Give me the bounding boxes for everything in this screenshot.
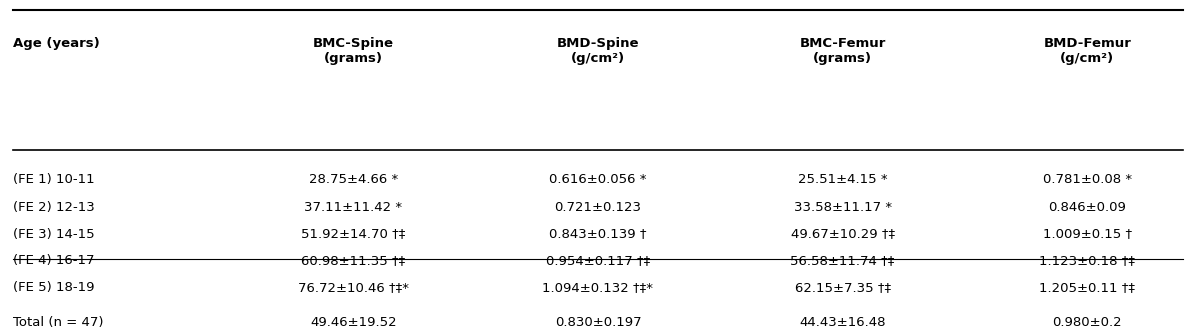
Text: 0.954±0.117 †‡: 0.954±0.117 †‡ <box>545 254 651 267</box>
Text: 49.46±19.52: 49.46±19.52 <box>310 317 397 327</box>
Text: 0.721±0.123: 0.721±0.123 <box>555 201 641 214</box>
Text: 44.43±16.48: 44.43±16.48 <box>799 317 886 327</box>
Text: 49.67±10.29 †‡: 49.67±10.29 †‡ <box>791 228 895 240</box>
Text: (FE 5) 18-19: (FE 5) 18-19 <box>13 281 94 294</box>
Text: 60.98±11.35 †‡: 60.98±11.35 †‡ <box>301 254 405 267</box>
Text: (FE 1) 10-11: (FE 1) 10-11 <box>13 173 94 186</box>
Text: 28.75±4.66 *: 28.75±4.66 * <box>309 173 398 186</box>
Text: 1.123±0.18 †‡: 1.123±0.18 †‡ <box>1039 254 1135 267</box>
Text: 0.846±0.09: 0.846±0.09 <box>1048 201 1127 214</box>
Text: BMC-Femur
(grams): BMC-Femur (grams) <box>799 37 886 65</box>
Text: 37.11±11.42 *: 37.11±11.42 * <box>304 201 402 214</box>
Text: BMC-Spine
(grams): BMC-Spine (grams) <box>313 37 393 65</box>
Text: 56.58±11.74 †‡: 56.58±11.74 †‡ <box>791 254 895 267</box>
Text: (FE 3) 14-15: (FE 3) 14-15 <box>13 228 94 240</box>
Text: 1.205±0.11 †‡: 1.205±0.11 †‡ <box>1039 281 1135 294</box>
Text: 0.980±0.2: 0.980±0.2 <box>1052 317 1122 327</box>
Text: 0.781±0.08 *: 0.781±0.08 * <box>1043 173 1131 186</box>
Text: 62.15±7.35 †‡: 62.15±7.35 †‡ <box>794 281 891 294</box>
Text: (FE 2) 12-13: (FE 2) 12-13 <box>13 201 94 214</box>
Text: BMD-Spine
(g/cm²): BMD-Spine (g/cm²) <box>557 37 639 65</box>
Text: Total (n = 47): Total (n = 47) <box>13 317 104 327</box>
Text: 0.830±0.197: 0.830±0.197 <box>555 317 641 327</box>
Text: 1.094±0.132 †‡*: 1.094±0.132 †‡* <box>543 281 653 294</box>
Text: 25.51±4.15 *: 25.51±4.15 * <box>798 173 887 186</box>
Text: 0.843±0.139 †: 0.843±0.139 † <box>549 228 647 240</box>
Text: BMD-Femur
(g/cm²): BMD-Femur (g/cm²) <box>1043 37 1131 65</box>
Text: 51.92±14.70 †‡: 51.92±14.70 †‡ <box>301 228 405 240</box>
Text: Age (years): Age (years) <box>13 37 100 50</box>
Text: 1.009±0.15 †: 1.009±0.15 † <box>1043 228 1131 240</box>
Text: 33.58±11.17 *: 33.58±11.17 * <box>794 201 892 214</box>
Text: (FE 4) 16-17: (FE 4) 16-17 <box>13 254 94 267</box>
Text: 76.72±10.46 †‡*: 76.72±10.46 †‡* <box>298 281 409 294</box>
Text: 0.616±0.056 *: 0.616±0.056 * <box>549 173 647 186</box>
